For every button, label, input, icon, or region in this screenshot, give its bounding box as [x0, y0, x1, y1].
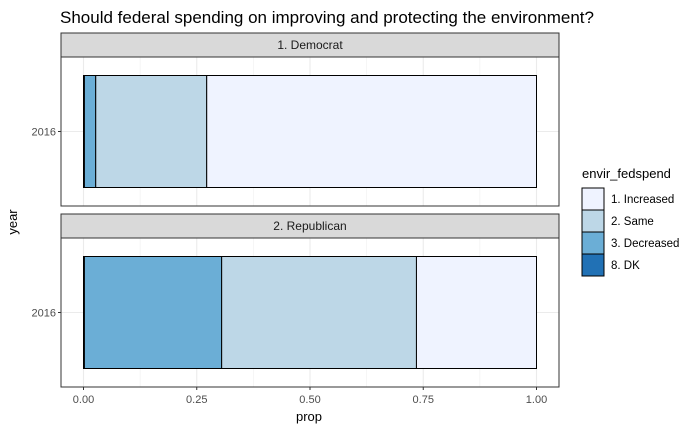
legend-label: 3. Decreased	[611, 238, 679, 250]
facet-strip-label: 1. Democrat	[277, 38, 343, 52]
y-tick-label: 2016	[32, 308, 56, 320]
panel-2: 2. Republican 2016	[32, 213, 560, 388]
bar-segment	[206, 75, 537, 188]
bar-segment	[95, 75, 208, 188]
legend: envir_fedspend 1. Increased 2. Same 3. Dec…	[581, 166, 679, 277]
legend-key	[581, 209, 605, 233]
x-tick-label: 0.75	[413, 394, 434, 406]
x-tick-label: 0.50	[299, 394, 320, 406]
facet-strip	[60, 32, 560, 58]
facet-strip	[60, 213, 560, 239]
y-tick-label: 2016	[32, 127, 56, 139]
bar-segment	[415, 256, 537, 369]
chart-title: Should federal spending on improving and…	[60, 8, 594, 27]
legend-key	[581, 231, 605, 255]
legend-key	[581, 253, 605, 277]
legend-label: 2. Same	[611, 216, 654, 228]
x-tick-label: 0.00	[73, 394, 94, 406]
bar-segment	[221, 256, 417, 369]
x-tick-label: 1.00	[526, 394, 547, 406]
x-axis-title: prop	[296, 409, 322, 424]
y-axis-title: year	[5, 209, 20, 235]
legend-title: envir_fedspend	[582, 166, 671, 181]
legend-label: 8. DK	[611, 260, 640, 272]
bar-segment	[83, 75, 97, 188]
panel-1: 1. Democrat 2016	[32, 32, 560, 207]
facet-strip-label: 2. Republican	[273, 219, 346, 233]
x-tick-label: 0.25	[186, 394, 207, 406]
bar-segment	[83, 256, 223, 369]
x-axis: 0.00 0.25 0.50 0.75 1.00	[73, 387, 547, 406]
panels: 1. Democrat 2016 2. Republican 2016	[32, 32, 560, 388]
legend-label: 1. Increased	[611, 194, 674, 206]
legend-key	[581, 187, 605, 211]
